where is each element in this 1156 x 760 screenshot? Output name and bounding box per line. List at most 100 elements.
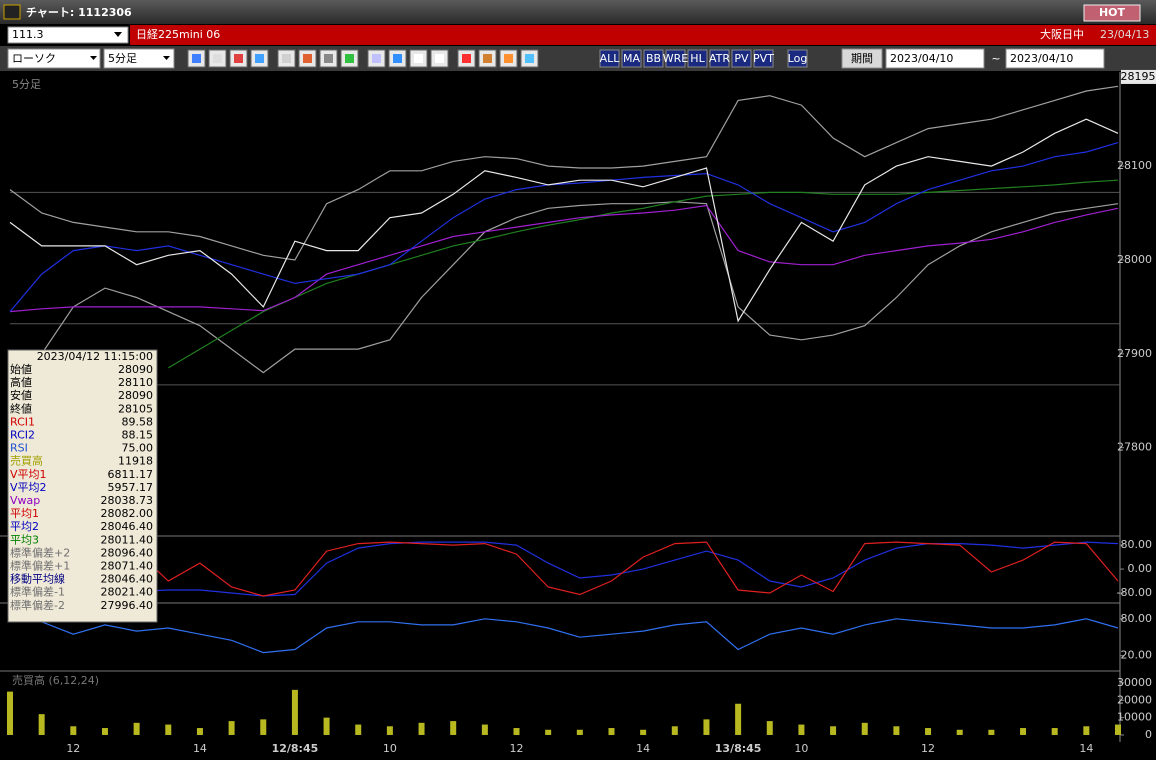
- range-sep: ~: [991, 52, 1000, 65]
- tool-icon-glyph: [324, 54, 333, 63]
- x-tick-label: 12: [921, 742, 935, 755]
- y-tick-label: 20.00: [1121, 649, 1153, 662]
- info-value: 5957.17: [108, 481, 154, 494]
- volume-bar: [576, 729, 583, 735]
- app-icon: [3, 4, 21, 20]
- tool-icon-label[interactable]: PVT: [753, 52, 774, 65]
- period[interactable]: 期間: [851, 52, 873, 65]
- y-tick-label: 80.00: [1121, 538, 1153, 551]
- kind-dropdown[interactable]: [7, 48, 101, 69]
- info-value: 88.15: [122, 429, 154, 442]
- chart-kind[interactable]: ローソク: [12, 52, 56, 65]
- y-tick-label: 27900: [1117, 347, 1152, 360]
- to-field[interactable]: [1005, 48, 1105, 69]
- symbol-name: 日経225mini 06: [136, 28, 220, 41]
- interval-dropdown[interactable]: [103, 48, 175, 69]
- info-label: 標準偏差+1: [10, 559, 70, 573]
- window-title: チャート: 1112306: [26, 6, 132, 19]
- tool-icon-label[interactable]: ALL: [600, 52, 621, 65]
- volume-bar: [893, 726, 900, 735]
- tool-icon-glyph: [192, 54, 201, 63]
- volume-bar: [925, 728, 932, 735]
- hot-button[interactable]: [1083, 4, 1141, 22]
- tool-icon-glyph: [303, 54, 312, 63]
- tool-icon-label[interactable]: MA: [623, 52, 640, 65]
- volume-bar: [228, 721, 235, 735]
- x-tick-label: 12: [510, 742, 524, 755]
- volume-bar: [766, 721, 773, 735]
- info-value: 27996.40: [101, 599, 154, 612]
- tool-icon-glyph: [525, 54, 534, 63]
- interval[interactable]: 5分足: [108, 52, 137, 65]
- info-value: 28090: [118, 363, 153, 376]
- tool-icon[interactable]: [709, 49, 730, 68]
- from-date[interactable]: 2023/04/10: [890, 52, 953, 65]
- x-tick-label: 12/8:45: [272, 742, 319, 755]
- code[interactable]: 111.3: [12, 28, 44, 41]
- volume-bar: [386, 726, 393, 735]
- tool-icon-label[interactable]: ATR: [709, 52, 730, 65]
- symbol-bar-red: [130, 25, 1156, 45]
- volume-bar: [703, 719, 710, 735]
- dropdown-arrow: [163, 56, 170, 60]
- tool-icon-label[interactable]: PV: [734, 52, 749, 65]
- info-value: 28021.40: [101, 586, 154, 599]
- info-label: 安値: [10, 388, 32, 402]
- y-tick-label: 28000: [1117, 253, 1152, 266]
- volume-bar: [450, 721, 457, 735]
- tool-icon-glyph: [393, 54, 402, 63]
- tool-icon[interactable]: [599, 49, 620, 68]
- tool-icon[interactable]: [643, 49, 664, 68]
- volume-bar: [861, 722, 868, 735]
- info-value: 28038.73: [101, 494, 154, 507]
- y-tick-label: 0: [1145, 728, 1152, 741]
- tool-icon-label[interactable]: Log: [788, 52, 808, 65]
- info-value: 28071.40: [101, 560, 154, 573]
- chart-area: [0, 72, 1156, 760]
- tool-icon-glyph: [504, 54, 513, 63]
- volume-bar: [1083, 726, 1090, 735]
- info-header: 2023/04/12 11:15:00: [37, 350, 153, 363]
- tool-icon-label[interactable]: WRE: [663, 52, 689, 65]
- tool-icon-glyph: [234, 54, 243, 63]
- tool-icon-glyph: [255, 54, 264, 63]
- tool-icon[interactable]: [731, 49, 752, 68]
- info-value: 28011.40: [101, 533, 154, 546]
- from-field[interactable]: [885, 48, 985, 69]
- tool-icon-glyph: [372, 54, 381, 63]
- tool-icon-label[interactable]: BB: [646, 52, 661, 65]
- tool-icon-label[interactable]: HL: [690, 52, 705, 65]
- code-dropdown[interactable]: [7, 26, 129, 44]
- info-value: 28046.40: [101, 520, 154, 533]
- x-tick-label: 10: [383, 742, 397, 755]
- y-tick-label: 27800: [1117, 441, 1152, 454]
- volume-bar: [418, 722, 425, 735]
- tool-icon[interactable]: [621, 49, 642, 68]
- tool-icon[interactable]: [665, 49, 686, 68]
- series-line: [9, 85, 1119, 261]
- info-value: 28090: [118, 389, 153, 402]
- volume-bar: [101, 728, 108, 735]
- x-tick-label: 10: [794, 742, 808, 755]
- y-tick-label: 10000: [1117, 711, 1152, 724]
- info-label: 高値: [10, 375, 32, 389]
- dropdown-arrow: [90, 56, 97, 60]
- tool-icon[interactable]: [753, 49, 774, 68]
- to-date[interactable]: 2023/04/10: [1010, 52, 1073, 65]
- tool-icon[interactable]: [687, 49, 708, 68]
- volume-bar: [196, 728, 203, 735]
- volume-bar: [956, 729, 963, 735]
- x-tick-label: 14: [636, 742, 650, 755]
- series-line: [9, 204, 1119, 313]
- volume-bar: [1115, 724, 1121, 735]
- period-button[interactable]: [841, 48, 883, 69]
- hot-label[interactable]: HOT: [1099, 6, 1126, 19]
- info-label: 標準偏差+2: [10, 545, 70, 559]
- info-value: 28082.00: [101, 507, 154, 520]
- volume-bar: [291, 689, 298, 735]
- tool-icon[interactable]: [787, 49, 808, 68]
- volume-bar: [1051, 728, 1058, 735]
- tool-icon-glyph: [414, 54, 423, 63]
- volume-label: 売買高 (6,12,24): [12, 673, 99, 687]
